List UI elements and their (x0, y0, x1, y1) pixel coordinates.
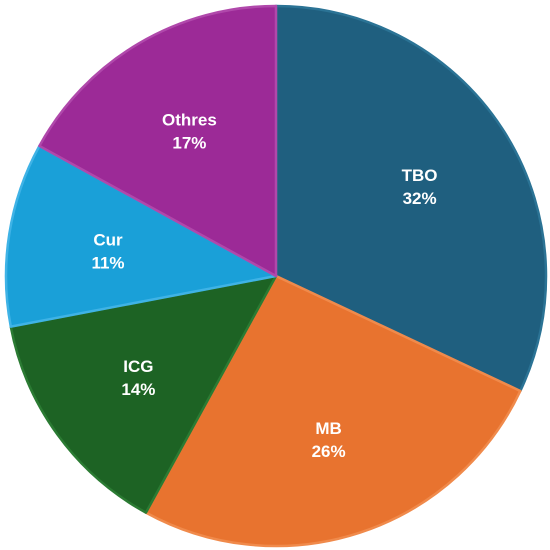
pie-percent-label: 26% (312, 442, 346, 461)
pie-label-icg: ICG 14% (121, 357, 155, 399)
pie-label-cur: Cur 11% (91, 230, 124, 272)
pie-label-tbo: TBO 32% (402, 166, 438, 208)
pie-labels: TBO 32% MB 26% ICG 14% Cur 11% Othres 17% (91, 111, 437, 461)
pie-percent-label: 11% (91, 253, 124, 272)
pie-percent-label: 32% (403, 189, 437, 208)
pie-slice-cur (4, 144, 278, 328)
pie-label-mb: MB 26% (312, 419, 346, 461)
pie-category-label: ICG (123, 357, 153, 376)
pie-slice-icg (9, 274, 278, 514)
pie-label-othres: Othres 17% (162, 111, 217, 153)
pie-category-label: Cur (93, 230, 123, 249)
pie-category-label: Othres (162, 111, 217, 130)
pie-slice-othres (38, 4, 278, 278)
pie-slice-tbo (274, 4, 548, 393)
pie-category-label: MB (315, 419, 341, 438)
pie-percent-label: 14% (121, 380, 155, 399)
pie-category-label: TBO (402, 166, 438, 185)
pie-slices (4, 4, 548, 548)
pie-percent-label: 17% (172, 134, 206, 153)
